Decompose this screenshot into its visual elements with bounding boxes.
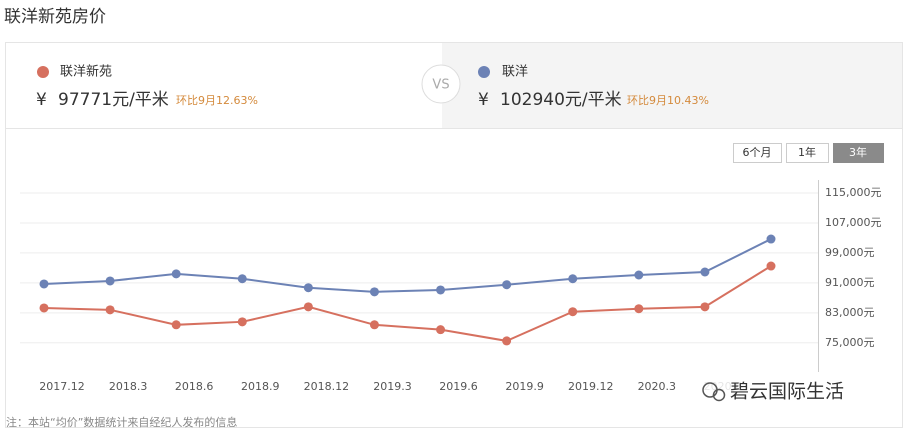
- footnote: 注：本站“均价”数据统计来自经纪人发布的信息: [6, 415, 237, 429]
- data-point: [369, 287, 379, 297]
- data-point: [303, 302, 313, 312]
- data-point: [634, 270, 644, 280]
- tab-active[interactable]: [833, 143, 884, 163]
- data-point: [237, 317, 247, 327]
- watermark: 碧云国际生活: [730, 381, 844, 403]
- data-point: [700, 302, 710, 312]
- left-currency: ¥: [36, 90, 47, 110]
- data-point: [502, 280, 512, 290]
- series-line: [43, 238, 772, 293]
- right-card: [442, 43, 902, 128]
- data-point: [568, 274, 578, 284]
- left-name: 联洋新苑: [60, 64, 112, 80]
- data-point: [39, 303, 49, 313]
- data-point: [436, 325, 446, 335]
- y-tick-label: 99,000元: [825, 246, 875, 259]
- left-price: 97771元/平米: [58, 90, 169, 110]
- data-point: [436, 285, 446, 295]
- page-title: 联洋新苑房价: [4, 7, 106, 27]
- left-change: 环比9月12.63%: [176, 94, 258, 107]
- tab-label[interactable]: 6个月: [743, 146, 772, 159]
- data-point: [634, 304, 644, 314]
- x-tick-label: 2019.3: [373, 380, 412, 393]
- data-point: [237, 274, 247, 284]
- y-tick-label: 91,000元: [825, 276, 875, 289]
- right-currency: ¥: [478, 90, 489, 110]
- watermark-bg: [692, 376, 886, 406]
- vs-label: VS: [432, 78, 449, 93]
- right-change: 环比9月10.43%: [627, 94, 709, 107]
- right-name: 联洋: [502, 65, 528, 80]
- x-tick-label: 2019.12: [568, 380, 614, 393]
- data-point: [700, 267, 710, 277]
- right-price: 102940元/平米: [500, 90, 622, 110]
- wechat-icon: [712, 388, 726, 402]
- y-tick-label: 115,000元: [825, 186, 882, 199]
- plot: 75,000元 83,000元 91,000元 99,000元 107,000元 115,…: [20, 180, 882, 393]
- x-tick-label: 2017.12: [39, 380, 85, 393]
- y-tick-label: 107,000元: [825, 216, 882, 229]
- data-point: [105, 305, 115, 315]
- x-tick-label: 2019.9: [505, 380, 544, 393]
- vs-circle: [421, 64, 461, 104]
- x-tick-label: 2018.12: [304, 380, 350, 393]
- x-tick-label: 2018.9: [241, 380, 280, 393]
- x-tick-label: 2018.6: [175, 380, 214, 393]
- data-point: [39, 279, 49, 289]
- data-point: [303, 283, 313, 293]
- data-point: [171, 269, 181, 279]
- tab[interactable]: [786, 143, 829, 163]
- data-point: [171, 320, 181, 330]
- tab-label[interactable]: 3年: [849, 145, 867, 159]
- tab[interactable]: [733, 143, 782, 163]
- data-point: [369, 320, 379, 330]
- data-point: [766, 261, 776, 271]
- data-point: [568, 307, 578, 317]
- y-tick-label: 83,000元: [825, 306, 875, 319]
- series-line: [43, 265, 772, 342]
- right-dot: [478, 66, 490, 78]
- data-point: [502, 336, 512, 346]
- data-point: [766, 234, 776, 244]
- y-tick-label: 75,000元: [825, 336, 875, 349]
- x-tick-label: 2020.3: [638, 380, 677, 393]
- data-point: [105, 276, 115, 286]
- panel-border: [5, 42, 903, 428]
- x-tick-label: 2018.3: [109, 380, 148, 393]
- left-dot: [37, 66, 49, 78]
- tab-label[interactable]: 1年: [798, 145, 816, 159]
- x-tick-label: 2019.6: [439, 380, 478, 393]
